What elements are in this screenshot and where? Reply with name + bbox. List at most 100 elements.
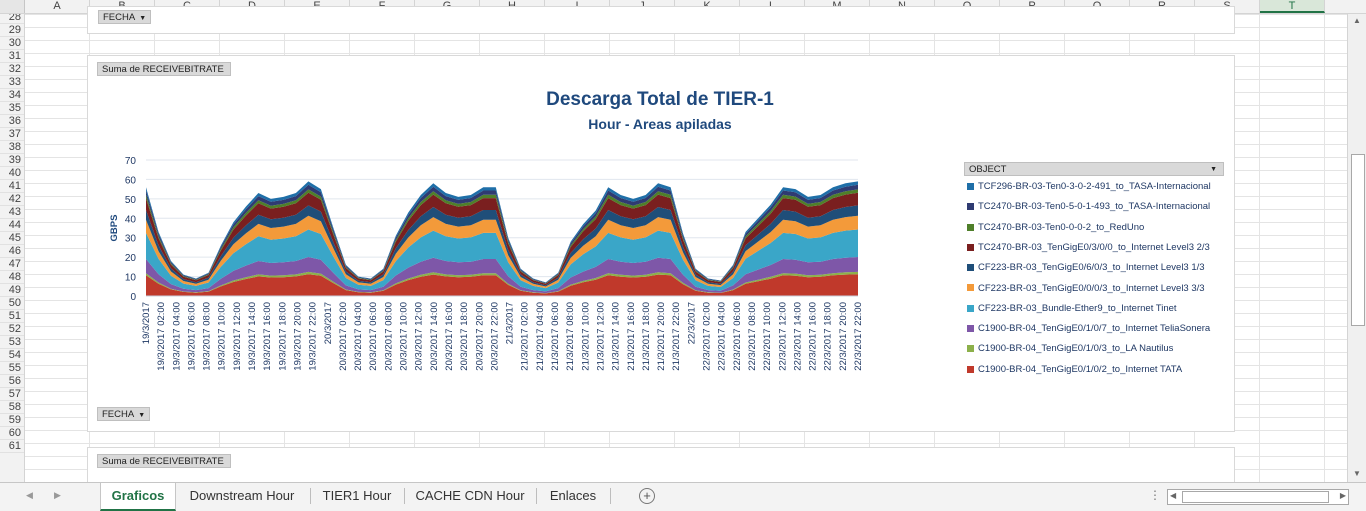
area-series[interactable] — [146, 271, 858, 294]
row-header-56[interactable]: 56 — [0, 375, 24, 388]
row-header-34[interactable]: 34 — [0, 89, 24, 102]
x-tick-label: 21/3/2017 20:00 — [656, 302, 667, 371]
legend-item[interactable]: TCF296-BR-03-Ten0-3-0-2-491_to_TASA-Inte… — [967, 180, 1211, 194]
row-header-39[interactable]: 39 — [0, 154, 24, 167]
sheet-tab-bar: ◀ ▶ Graficos Downstream Hour TIER1 Hour … — [0, 482, 1366, 511]
triangle-right-icon[interactable]: ▶ — [54, 490, 61, 500]
tab-separator — [536, 488, 537, 504]
row-header-52[interactable]: 52 — [0, 323, 24, 336]
row-header-42[interactable]: 42 — [0, 193, 24, 206]
legend-item[interactable]: C1900-BR-04_TenGigE0/1/0/7_to_Internet T… — [967, 322, 1210, 336]
tab-cache-cdn-hour[interactable]: CACHE CDN Hour — [408, 483, 532, 509]
row-header-54[interactable]: 54 — [0, 349, 24, 362]
row-header-45[interactable]: 45 — [0, 232, 24, 245]
fecha-axis-field-button[interactable]: FECHA ▼ — [97, 407, 151, 421]
x-tick-label: 19/3/2017 08:00 — [202, 302, 213, 371]
row-header-41[interactable]: 41 — [0, 180, 24, 193]
column-header-t[interactable]: T — [1260, 0, 1325, 13]
legend-item[interactable]: TC2470-BR-03_TenGigE0/3/0/0_to_Internet … — [967, 241, 1210, 255]
object-field-button[interactable]: OBJECT ▼ — [964, 162, 1224, 176]
row-header-58[interactable]: 58 — [0, 401, 24, 414]
x-tick-label: 19/3/2017 10:00 — [217, 302, 228, 371]
sum-label: Suma de RECEIVEBITRATE — [102, 64, 224, 75]
area-series[interactable] — [146, 192, 858, 286]
row-header-38[interactable]: 38 — [0, 141, 24, 154]
row-header-51[interactable]: 51 — [0, 310, 24, 323]
scroll-down-arrow-icon[interactable]: ▼ — [1353, 469, 1361, 478]
stacked-area-chart[interactable]: 0 10 20 30 40 50 60 70 GBPS 19/3/2017 19/3/2017 02… — [100, 150, 880, 390]
tab-separator — [610, 488, 611, 504]
row-header-48[interactable]: 48 — [0, 271, 24, 284]
x-tick-label: 21/3/2017 18:00 — [641, 302, 652, 371]
row-header-35[interactable]: 35 — [0, 102, 24, 115]
legend-swatch — [967, 284, 974, 292]
triangle-left-icon[interactable]: ◀ — [26, 490, 33, 500]
sum-receivebitrate-button[interactable]: Suma de RECEIVEBITRATE — [97, 454, 231, 468]
row-header-37[interactable]: 37 — [0, 128, 24, 141]
legend-swatch — [967, 325, 974, 333]
area-series[interactable] — [146, 205, 858, 287]
row-header-55[interactable]: 55 — [0, 362, 24, 375]
legend-item[interactable]: C1900-BR-04_TenGigE0/1/0/2_to_Internet T… — [967, 363, 1182, 377]
tab-enlaces[interactable]: Enlaces — [540, 483, 606, 509]
row-header-49[interactable]: 49 — [0, 284, 24, 297]
tab-downstream-hour[interactable]: Downstream Hour — [178, 483, 306, 509]
plus-circle-icon[interactable]: + — [639, 488, 655, 504]
sum-receivebitrate-button[interactable]: Suma de RECEIVEBITRATE — [97, 62, 231, 76]
row-header-29[interactable]: 29 — [0, 24, 24, 37]
scroll-thumb[interactable] — [1182, 491, 1329, 503]
vertical-dots-icon[interactable]: ⋮ — [1149, 488, 1161, 502]
y-tick-label: 30 — [125, 234, 137, 245]
x-tick-label: 19/3/2017 02:00 — [156, 302, 167, 371]
fecha-field-button[interactable]: FECHA ▼ — [98, 10, 152, 24]
row-header-40[interactable]: 40 — [0, 167, 24, 180]
legend-item[interactable]: CF223-BR-03_TenGigE0/0/0/3_to_Internet L… — [967, 282, 1205, 296]
row-header-28[interactable]: 28 — [0, 14, 24, 24]
row-header-43[interactable]: 43 — [0, 206, 24, 219]
area-series[interactable] — [146, 215, 858, 289]
legend-item[interactable]: CF223-BR-03_TenGigE0/6/0/3_to_Internet L… — [967, 261, 1205, 275]
dropdown-arrow-icon: ▼ — [1210, 166, 1217, 173]
row-header-53[interactable]: 53 — [0, 336, 24, 349]
legend-item[interactable]: C1900-BR-04_TenGigE0/1/0/3_to_LA Nautilu… — [967, 342, 1173, 356]
row-header-57[interactable]: 57 — [0, 388, 24, 401]
scroll-up-arrow-icon[interactable]: ▲ — [1353, 16, 1361, 25]
scroll-right-arrow-icon[interactable]: ▶ — [1339, 491, 1346, 500]
tab-graficos[interactable]: Graficos — [100, 483, 176, 511]
row-header-44[interactable]: 44 — [0, 219, 24, 232]
pivot-chart-top[interactable]: FECHA ▼ — [87, 6, 1235, 34]
legend-label: CF223-BR-03_Bundle-Ether9_to_Internet Ti… — [978, 302, 1177, 314]
scroll-thumb[interactable] — [1351, 154, 1365, 326]
area-series[interactable] — [146, 184, 858, 284]
x-tick-label: 20/3/2017 06:00 — [368, 302, 379, 371]
legend-item[interactable]: TC2470-BR-03-Ten0-5-0-1-493_to_TASA-Inte… — [967, 200, 1210, 214]
row-header-30[interactable]: 30 — [0, 37, 24, 50]
tab-tier1-hour[interactable]: TIER1 Hour — [314, 483, 400, 509]
row-header-47[interactable]: 47 — [0, 258, 24, 271]
area-series[interactable] — [146, 274, 858, 296]
column-header-a[interactable]: A — [25, 0, 90, 13]
row-header-46[interactable]: 46 — [0, 245, 24, 258]
row-header-50[interactable]: 50 — [0, 297, 24, 310]
legend-item[interactable]: CF223-BR-03_Bundle-Ether9_to_Internet Ti… — [967, 302, 1177, 316]
x-tick-label: 22/3/2017 12:00 — [777, 302, 788, 371]
row-header-61[interactable]: 61 — [0, 440, 24, 453]
row-header-36[interactable]: 36 — [0, 115, 24, 128]
select-all-corner[interactable] — [0, 0, 25, 13]
scroll-left-arrow-icon[interactable]: ◀ — [1170, 491, 1177, 500]
area-series[interactable] — [146, 257, 858, 294]
horizontal-scrollbar[interactable]: ◀ ▶ — [1167, 489, 1349, 505]
row-header-33[interactable]: 33 — [0, 76, 24, 89]
row-header-32[interactable]: 32 — [0, 63, 24, 76]
vertical-scrollbar[interactable]: ▲ ▼ — [1347, 14, 1366, 482]
row-header-60[interactable]: 60 — [0, 427, 24, 440]
x-tick-label: 20/3/2017 14:00 — [429, 302, 440, 371]
area-series[interactable] — [146, 229, 858, 292]
legend-label: C1900-BR-04_TenGigE0/1/0/2_to_Internet T… — [978, 363, 1183, 375]
row-header-59[interactable]: 59 — [0, 414, 24, 427]
x-tick-label: 22/3/2017 — [686, 302, 697, 344]
row-header-31[interactable]: 31 — [0, 50, 24, 63]
dropdown-arrow-icon: ▼ — [138, 412, 146, 419]
legend-item[interactable]: TC2470-BR-03-Ten0-0-0-2_to_RedUno — [967, 221, 1144, 235]
legend-label: CF223-BR-03_TenGigE0/6/0/3_to_Internet L… — [978, 262, 1205, 274]
